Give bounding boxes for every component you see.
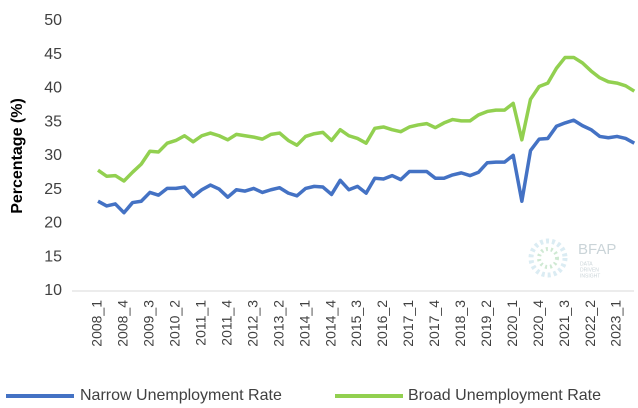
x-tick-label: 2009_3 xyxy=(141,300,157,347)
y-tick-label: 35 xyxy=(44,113,62,130)
x-tick-label: 2016_2 xyxy=(374,300,390,347)
x-tick-label: 2008_1 xyxy=(89,300,105,347)
legend-label: Broad Unemployment Rate xyxy=(408,387,601,404)
y-tick-label: 50 xyxy=(44,12,62,29)
y-tick-label: 10 xyxy=(44,282,62,299)
x-tick-label: 2015_3 xyxy=(348,300,364,347)
y-tick-label: 25 xyxy=(44,181,62,198)
y-axis-label: Percentage (%) xyxy=(9,98,26,214)
x-tick-label: 2013_2 xyxy=(270,300,286,347)
x-tick-label: 2011_4 xyxy=(218,300,234,346)
x-tick-label: 2011_1 xyxy=(193,300,209,346)
y-tick-label: 40 xyxy=(44,80,62,97)
logo-icon xyxy=(528,238,568,278)
x-tick-label: 2020_1 xyxy=(504,300,520,347)
x-tick-label: 2019_2 xyxy=(478,300,494,347)
legend-label: Narrow Unemployment Rate xyxy=(80,387,282,404)
logo-name: BFAP xyxy=(578,241,616,258)
logo-tagline: INSIGHT xyxy=(580,273,600,279)
x-tick-label: 2022_2 xyxy=(582,300,598,347)
x-tick-label: 2017_4 xyxy=(426,300,442,347)
y-tick-label: 20 xyxy=(44,215,62,232)
data-line xyxy=(97,118,636,215)
y-tick-label: 15 xyxy=(44,248,62,265)
logo: BFAP DATA DRIVEN INSIGHT xyxy=(528,238,616,279)
x-tick-label: 2014_4 xyxy=(322,300,338,347)
x-tick-label: 2017_1 xyxy=(400,300,416,347)
logo-tagline: DRIVEN xyxy=(580,267,599,273)
x-tick-label: 2010_2 xyxy=(167,300,183,347)
x-tick-label: 2023_1 xyxy=(608,300,624,347)
x-tick-label: 2021_3 xyxy=(556,300,572,347)
x-tick-label: 2012_3 xyxy=(244,300,260,347)
x-tick-label: 2014_1 xyxy=(296,300,312,347)
x-tick-label: 2020_4 xyxy=(530,300,546,347)
logo-icon-inner xyxy=(537,247,559,269)
data-line xyxy=(96,55,636,183)
logo-tagline: DATA xyxy=(580,261,593,267)
y-tick-label: 45 xyxy=(44,46,62,63)
x-tick-label: 2008_4 xyxy=(115,300,131,347)
y-tick-label: 30 xyxy=(44,147,62,164)
x-tick-label: 2018_3 xyxy=(452,300,468,347)
